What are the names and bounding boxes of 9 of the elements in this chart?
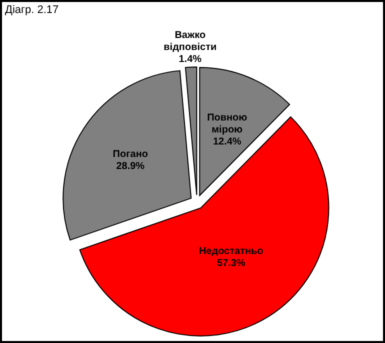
data-label: 28.9%: [116, 160, 145, 172]
slice-label: Повною мірою: [207, 112, 248, 136]
slice-label: Погано: [112, 148, 148, 160]
slice-label: Недостатньо: [198, 246, 264, 258]
chart-title: Діагр. 2.17: [5, 4, 59, 16]
slice-label: Важко відповісти: [164, 30, 217, 54]
data-label: 12.4%: [212, 136, 242, 148]
data-label: 1.4%: [178, 54, 202, 66]
data-label: 57.3%: [216, 258, 246, 270]
